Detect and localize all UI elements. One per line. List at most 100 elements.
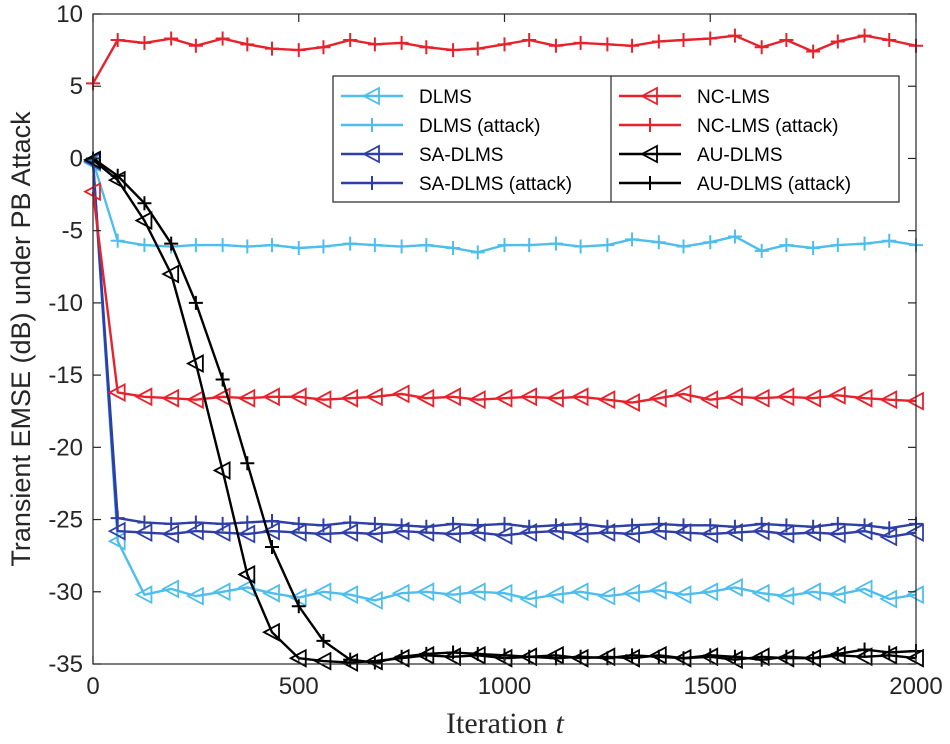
data-point-sa-dlms-attack bbox=[188, 515, 203, 530]
data-point-nc-lms-attack bbox=[779, 33, 794, 47]
data-point-dlms-attack bbox=[522, 238, 537, 253]
data-point-nc-lms bbox=[288, 387, 307, 407]
data-point-nc-lms-attack bbox=[676, 33, 691, 47]
data-point-nc-lms bbox=[546, 388, 564, 408]
data-point-au-dlms-attack bbox=[830, 646, 845, 661]
data-point-dlms bbox=[827, 585, 846, 605]
data-point-nc-lms-attack bbox=[343, 33, 358, 47]
x-tick-label: 500 bbox=[279, 673, 319, 700]
x-axis-label-word: Iteration bbox=[446, 707, 548, 740]
legend-marker bbox=[640, 86, 658, 106]
data-point-dlms-attack bbox=[419, 238, 434, 253]
data-point-sa-dlms-attack bbox=[676, 518, 691, 533]
data-point-dlms bbox=[185, 586, 204, 606]
data-point-au-dlms-attack bbox=[676, 651, 691, 666]
data-point-dlms bbox=[364, 590, 383, 610]
data-point-nc-lms bbox=[340, 388, 359, 408]
series-line-sa-dlms bbox=[91, 161, 917, 539]
data-point-dlms-attack bbox=[806, 241, 821, 255]
data-point-nc-lms bbox=[570, 387, 589, 407]
data-point-au-dlms-attack bbox=[316, 633, 331, 648]
data-point-dlms-attack bbox=[367, 238, 382, 253]
data-point-dlms-attack bbox=[625, 232, 640, 247]
data-point-dlms bbox=[467, 582, 486, 602]
data-point-nc-lms bbox=[364, 387, 383, 407]
data-point-dlms bbox=[622, 583, 640, 603]
data-point-au-dlms-attack bbox=[548, 651, 563, 666]
y-tick-label: -15 bbox=[48, 362, 83, 389]
data-point-dlms-attack bbox=[573, 239, 588, 254]
legend-entry-dlms: DLMS bbox=[341, 86, 472, 108]
data-point-nc-lms bbox=[854, 388, 873, 408]
data-point-dlms bbox=[519, 589, 538, 609]
legend-label: DLMS bbox=[419, 87, 472, 108]
data-point-nc-lms bbox=[443, 387, 461, 407]
ticks-layer: 0 500 1000 1500 2000 10 5 0 -5 -10 -15 -20 -25 -30 -35 bbox=[48, 1, 942, 700]
data-point-au-dlms bbox=[161, 264, 180, 284]
legend-entry-nc-lms-attack: NC-LMS (attack) bbox=[619, 116, 838, 137]
data-point-sa-dlms-attack bbox=[882, 521, 897, 536]
legend-label: NC-LMS bbox=[697, 87, 770, 108]
data-point-sa-dlms-attack bbox=[394, 518, 409, 533]
data-point-dlms bbox=[751, 583, 770, 603]
data-point-nc-lms bbox=[803, 388, 822, 408]
data-point-nc-lms bbox=[262, 387, 280, 407]
data-point-au-dlms-attack bbox=[367, 655, 382, 670]
data-point-dlms bbox=[212, 582, 231, 602]
data-point-dlms-attack bbox=[600, 238, 615, 253]
data-point-nc-lms-attack bbox=[727, 28, 742, 43]
data-point-sa-dlms-attack bbox=[727, 519, 742, 534]
data-point-nc-lms bbox=[700, 390, 719, 410]
data-point-sa-dlms-attack bbox=[316, 518, 331, 533]
data-point-dlms-attack bbox=[265, 238, 280, 253]
data-point-dlms bbox=[570, 582, 589, 602]
data-point-nc-lms bbox=[134, 387, 153, 407]
data-point-dlms bbox=[879, 589, 898, 609]
legend-entry-au-dlms-attack: AU-DLMS (attack) bbox=[619, 174, 851, 195]
data-point-nc-lms-attack bbox=[703, 31, 718, 46]
data-point-sa-dlms-attack bbox=[110, 511, 125, 526]
legend-entry-nc-lms: NC-LMS bbox=[619, 86, 770, 108]
data-point-dlms bbox=[725, 577, 743, 597]
data-point-nc-lms bbox=[519, 387, 538, 407]
data-point-dlms-attack bbox=[446, 241, 461, 255]
data-point-nc-lms-attack bbox=[446, 43, 461, 58]
data-point-dlms-attack bbox=[137, 238, 152, 253]
data-point-nc-lms bbox=[622, 393, 640, 413]
data-point-nc-lms-attack bbox=[265, 41, 280, 56]
y-axis-label: Transient EMSE (dB) under PB Attack bbox=[6, 111, 36, 567]
data-point-dlms-attack bbox=[110, 233, 125, 248]
data-point-dlms-attack bbox=[215, 238, 230, 253]
data-point-dlms bbox=[262, 583, 280, 603]
data-point-au-dlms bbox=[212, 460, 231, 480]
data-point-sa-dlms-attack bbox=[600, 519, 615, 534]
data-point-nc-lms-attack bbox=[188, 38, 203, 53]
legend-label: SA-DLMS (attack) bbox=[419, 174, 572, 195]
data-point-dlms-attack bbox=[548, 236, 563, 251]
data-point-nc-lms bbox=[494, 388, 513, 408]
legend-label: AU-DLMS (attack) bbox=[697, 174, 851, 195]
legend-label: NC-LMS (attack) bbox=[697, 116, 838, 137]
legend-marker bbox=[365, 118, 379, 132]
data-point-au-dlms-attack bbox=[779, 649, 794, 664]
data-point-au-dlms-attack bbox=[857, 642, 872, 657]
data-point-dlms bbox=[700, 582, 719, 602]
x-tick-label: 1500 bbox=[684, 673, 737, 700]
data-point-sa-dlms-attack bbox=[497, 516, 512, 531]
data-point-au-dlms-attack bbox=[188, 295, 203, 310]
data-point-sa-dlms-attack bbox=[343, 515, 358, 530]
data-point-sa-dlms-attack bbox=[215, 516, 230, 531]
data-point-dlms bbox=[494, 583, 513, 603]
data-point-nc-lms-attack bbox=[215, 31, 230, 46]
x-axis-label: Iteration t bbox=[446, 707, 565, 740]
data-point-sa-dlms-attack bbox=[779, 518, 794, 533]
x-tick-label: 0 bbox=[86, 673, 99, 700]
data-point-nc-lms-attack bbox=[497, 37, 512, 52]
data-point-dlms bbox=[648, 580, 667, 600]
legend-label: DLMS (attack) bbox=[419, 116, 540, 137]
legend-entry-sa-dlms: SA-DLMS bbox=[341, 144, 503, 166]
y-tick-label: 10 bbox=[56, 1, 83, 28]
y-tick-label: -25 bbox=[48, 507, 83, 534]
data-point-nc-lms bbox=[107, 382, 126, 402]
